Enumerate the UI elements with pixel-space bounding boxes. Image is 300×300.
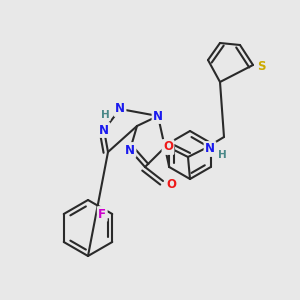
Text: O: O [163, 140, 173, 154]
Text: O: O [166, 178, 176, 191]
Text: H: H [218, 150, 226, 160]
Text: F: F [98, 208, 106, 220]
Text: N: N [115, 103, 125, 116]
Text: H: H [100, 110, 109, 120]
Text: N: N [125, 143, 135, 157]
Text: N: N [205, 142, 215, 155]
Text: S: S [257, 61, 265, 74]
Text: N: N [153, 110, 163, 122]
Text: N: N [99, 124, 109, 136]
